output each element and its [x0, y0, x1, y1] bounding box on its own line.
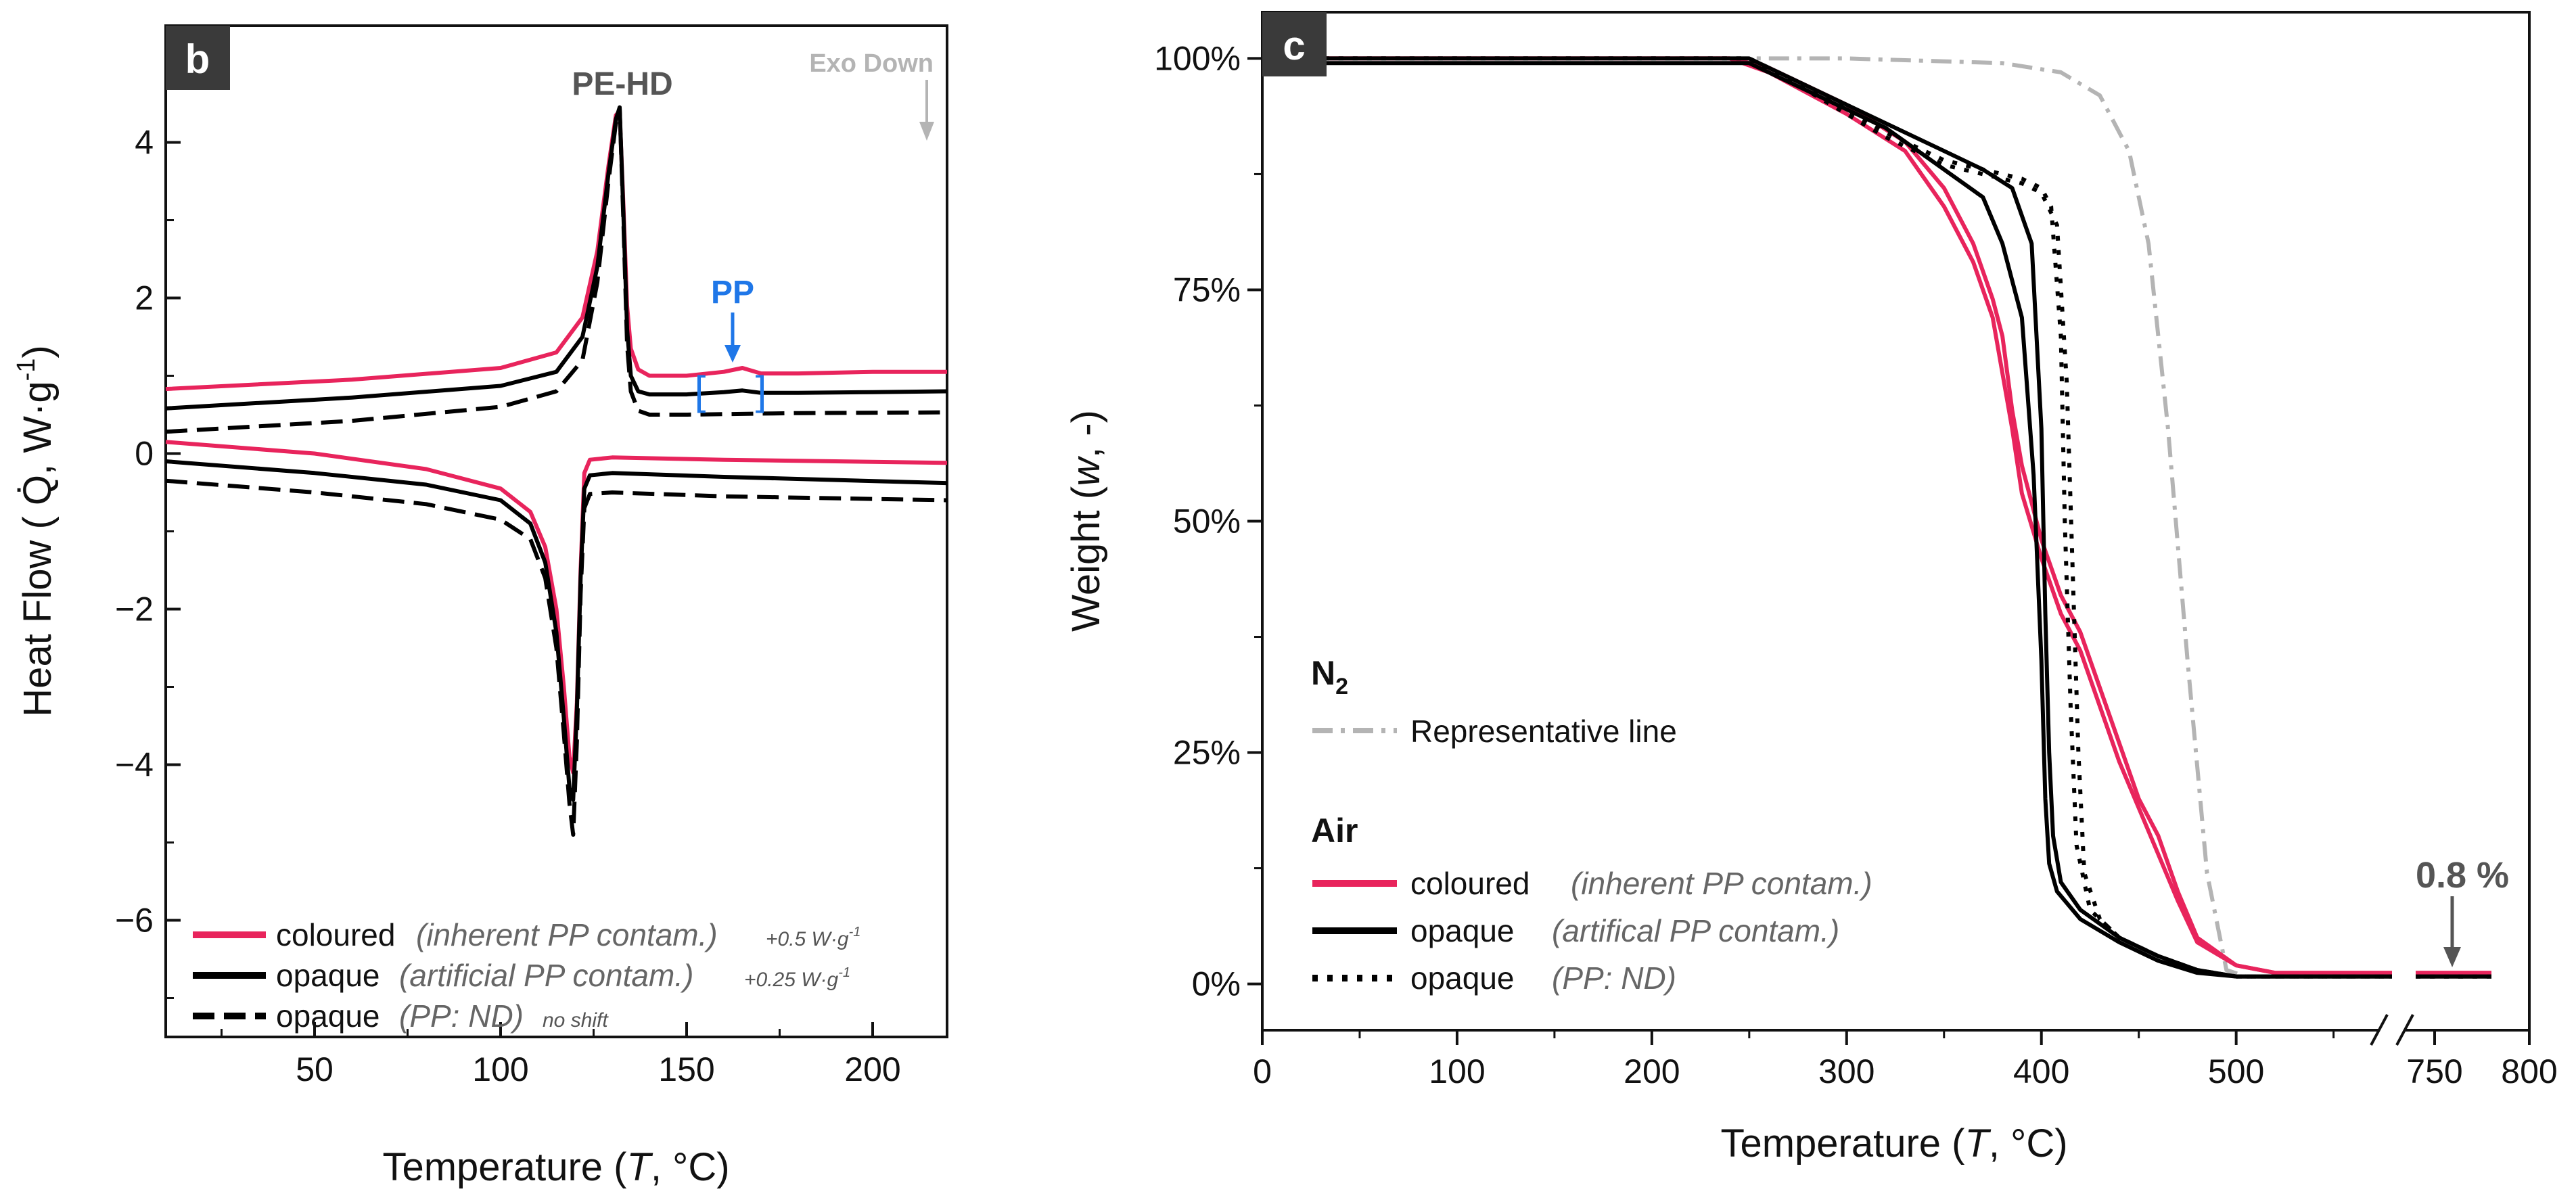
panel-c-line-1: [1281, 56, 2392, 975]
legend-c-note-opaque: (artifical PP contam.): [1552, 913, 1839, 948]
panel-b-xtick-label: 50: [296, 1050, 334, 1088]
legend-c-note-opaque-nd: (PP: ND): [1552, 961, 1676, 996]
legend-b-note-opaque: (artificial PP contam.): [399, 958, 693, 993]
panel-c-badge-letter: c: [1283, 23, 1305, 68]
panel-c-line-3: [1281, 56, 2392, 979]
legend-b-note-opaque-nd: (PP: ND): [399, 998, 524, 1034]
panel-b-line-5: [165, 478, 948, 837]
panel-c-line-6: [1281, 56, 2392, 979]
panel-c-ytick-label: 50%: [1173, 503, 1241, 540]
residue-label: 0.8 %: [2416, 855, 2509, 896]
legend-c-label-opaque: opaque: [1410, 913, 1515, 948]
panel-c-line-5: [1281, 56, 2392, 979]
panel-c-line-2: [1281, 56, 2392, 975]
legend-b-label-coloured: coloured: [276, 917, 395, 952]
pp-bracket-left: [: [695, 368, 706, 413]
exo-label: Exo Down: [809, 49, 934, 78]
legend-c-label-opaque-nd: opaque: [1410, 961, 1515, 996]
panel-b-ytick-label: −4: [115, 746, 154, 784]
panel-b-line-2: [165, 105, 948, 434]
panel-b-line-3: [165, 440, 948, 775]
panel-b-series: [165, 105, 948, 837]
legend-b-label-opaque-nd: opaque: [276, 998, 380, 1034]
panel-c-ytick-label: 0%: [1192, 965, 1241, 1003]
panel-c-xtick-label: 400: [2013, 1053, 2069, 1090]
panel-b-ytick-label: 0: [135, 435, 154, 473]
panel-b-ytick-label: −6: [115, 902, 154, 940]
panel-c-ytick-label: 25%: [1173, 734, 1241, 772]
panel-c-xtick-label: 200: [1624, 1053, 1680, 1090]
legend-b-shift-opaque: +0.25 W·g-1: [744, 965, 850, 991]
panel-c-ytick-label: 100%: [1154, 39, 1241, 77]
panel-c-xlabel: Temperature (T, °C): [1720, 1122, 2067, 1165]
panel-b-xlabel: Temperature (T, °C): [382, 1145, 729, 1189]
panel-b-ylabel: Heat Flow ( Q̇, W·g-1): [12, 345, 60, 716]
panel-b-ytick-label: 2: [135, 279, 154, 317]
legend-c-title-air: Air: [1311, 812, 1358, 850]
panel-c-line-4: [1281, 61, 2392, 979]
peak-label: PE-HD: [572, 66, 672, 102]
panel-b-badge: [166, 26, 230, 90]
panel-c-xtick-label: 0: [1253, 1053, 1272, 1090]
panel-c-xtick-label-broken: 750: [2406, 1053, 2462, 1090]
axis-break-mark-left: [2370, 1014, 2389, 1046]
legend-b-shift-coloured: +0.5 W·g-1: [766, 925, 860, 950]
legend-b-label-opaque: opaque: [276, 958, 380, 993]
legend-c-title-n2: N2: [1311, 654, 1348, 699]
residue-arrow-head: [2443, 947, 2461, 967]
legend-c-note-coloured: (inherent PP contam.): [1571, 866, 1872, 901]
panel-c-xtick-label: 100: [1429, 1053, 1485, 1090]
panel-c-line-0: [1281, 56, 2392, 979]
panel-b-line-0: [165, 109, 947, 392]
panel-b-badge-letter: b: [185, 37, 210, 82]
panel-b-xtick-label: 100: [472, 1050, 528, 1088]
legend-c-label-n2: Representative line: [1410, 714, 1677, 749]
panel-c-ytick-label: 75%: [1173, 271, 1241, 308]
panel-c-xtick-label: 300: [1818, 1053, 1874, 1090]
panel-b-xtick-label: 150: [658, 1050, 714, 1088]
pp-bracket-right: ]: [756, 368, 767, 413]
panel-b-ticks: 50 100 150 200 −6 −4 −2 0 2 4: [115, 64, 901, 1088]
panel-c-ticks: 0 100 200 300 400 500 750 800 0% 25% 50% 75% 100%: [1154, 39, 2558, 1090]
panel-c-legend: N2 Representative line Air coloured (inh…: [1311, 654, 1872, 996]
panel-b: 50 100 150 200 −6 −4 −2 0 2 4 b PE-HD Exo Down PP…: [12, 24, 948, 1189]
panel-c-ylabel: Weight (w, -): [1064, 410, 1108, 632]
pp-arrow-head: [724, 345, 741, 363]
panel-b-ytick-label: 4: [135, 124, 154, 162]
axis-break-mark-right: [2395, 1014, 2414, 1046]
panel-c-series: [1281, 56, 2491, 979]
exo-arrow-head: [919, 122, 934, 141]
panel-c-xtick-label: 500: [2208, 1053, 2264, 1090]
panel-b-xtick-label: 200: [844, 1050, 900, 1088]
pp-label: PP: [711, 275, 754, 310]
panel-c-badge: [1262, 12, 1327, 76]
panel-b-line-1: [165, 105, 948, 411]
panel-b-legend: coloured (inherent PP contam.) +0.5 W·g-…: [193, 917, 860, 1034]
panel-b-line-4: [165, 459, 948, 802]
legend-b-shift-opaque-nd: no shift: [543, 1009, 609, 1032]
panel-c-xtick-label-broken: 800: [2501, 1053, 2557, 1090]
panel-b-frame: [164, 24, 948, 1038]
legend-c-label-coloured: coloured: [1410, 866, 1530, 901]
legend-b-note-coloured: (inherent PP contam.): [416, 917, 718, 952]
panel-b-ytick-label: −2: [115, 591, 154, 628]
